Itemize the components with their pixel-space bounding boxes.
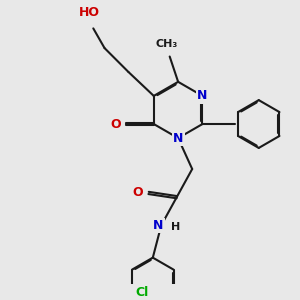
Text: CH₃: CH₃ xyxy=(156,40,178,50)
Text: N: N xyxy=(173,132,183,145)
Text: HO: HO xyxy=(79,5,100,19)
Text: Cl: Cl xyxy=(135,286,148,298)
Text: O: O xyxy=(133,186,143,200)
Text: O: O xyxy=(110,118,121,130)
Text: N: N xyxy=(197,89,208,102)
Text: N: N xyxy=(153,219,164,232)
Text: H: H xyxy=(171,222,180,232)
